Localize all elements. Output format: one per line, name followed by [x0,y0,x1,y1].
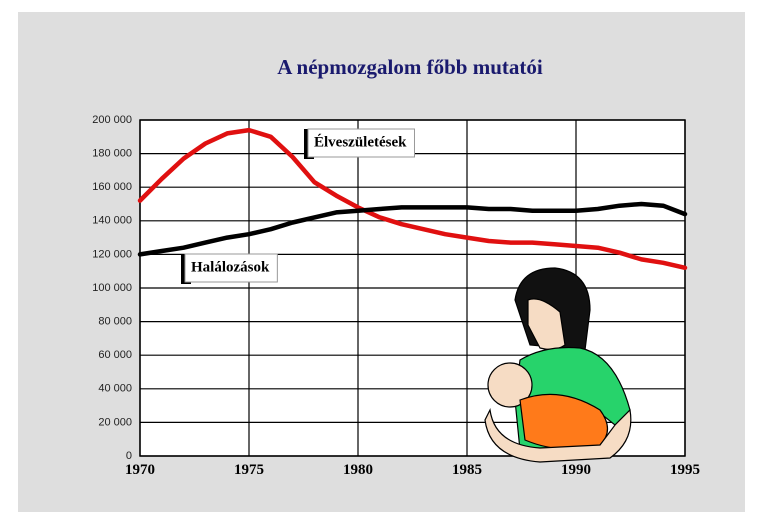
x-tick-label: 1985 [452,462,482,478]
chart-title: A népmozgalom főbb mutatói [277,55,543,79]
x-tick-label: 1980 [343,462,373,478]
series-label: Élveszületések [314,133,407,150]
page: {"chart_data": {"type": "line", "title":… [0,0,763,524]
y-tick-label: 200 000 [92,114,132,126]
y-tick-label: 80 000 [98,316,132,328]
y-tick-label: 120 000 [92,248,132,260]
x-tick-label: 1995 [670,462,700,478]
y-tick-label: 20 000 [98,416,132,428]
y-tick-label: 100 000 [92,282,132,294]
y-tick-label: 180 000 [92,148,132,160]
y-tick-label: 140 000 [92,215,132,227]
y-tick-label: 160 000 [92,181,132,193]
x-tick-label: 1975 [234,462,264,478]
y-tick-label: 40 000 [98,383,132,395]
y-tick-label: 0 [126,450,132,462]
y-tick-label: 60 000 [98,349,132,361]
chart: A népmozgalom főbb mutatói 0 20 000 40 000… [0,0,763,524]
series-label: Halálozások [191,259,270,275]
x-tick-label: 1990 [561,462,591,478]
x-tick-label: 1970 [125,462,155,478]
